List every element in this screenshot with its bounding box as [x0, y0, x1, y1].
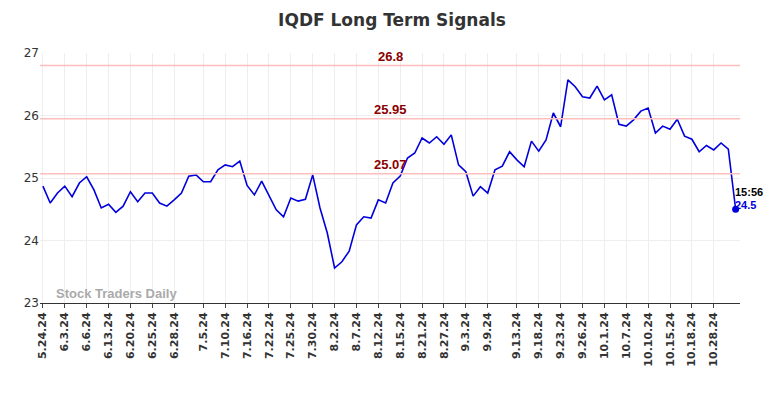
- svg-text:6.20.24: 6.20.24: [124, 312, 137, 359]
- svg-text:10.28.24: 10.28.24: [707, 312, 720, 367]
- svg-text:25.95: 25.95: [374, 102, 407, 117]
- svg-text:8.12.24: 8.12.24: [372, 312, 385, 359]
- svg-text:7.16.24: 7.16.24: [241, 312, 254, 359]
- svg-text:10.7.24: 10.7.24: [620, 312, 633, 359]
- svg-text:25.07: 25.07: [374, 157, 407, 172]
- svg-text:10.18.24: 10.18.24: [685, 312, 698, 367]
- svg-text:7.5.24: 7.5.24: [197, 312, 210, 351]
- svg-text:IQDF Long Term Signals: IQDF Long Term Signals: [278, 10, 506, 30]
- svg-text:6.3.24: 6.3.24: [58, 312, 71, 351]
- svg-text:5.24.24: 5.24.24: [36, 312, 49, 359]
- svg-text:10.10.24: 10.10.24: [642, 312, 655, 367]
- svg-text:23: 23: [24, 296, 39, 310]
- svg-text:Stock Traders Daily: Stock Traders Daily: [56, 286, 177, 301]
- svg-text:7.22.24: 7.22.24: [263, 312, 276, 359]
- svg-text:9.26.24: 9.26.24: [576, 312, 589, 359]
- svg-text:8.27.24: 8.27.24: [438, 312, 451, 359]
- svg-text:7.30.24: 7.30.24: [306, 312, 319, 359]
- svg-text:6.13.24: 6.13.24: [102, 312, 115, 359]
- svg-text:9.18.24: 9.18.24: [532, 312, 545, 359]
- svg-text:10.1.24: 10.1.24: [598, 312, 611, 359]
- svg-text:8.21.24: 8.21.24: [416, 312, 429, 359]
- svg-text:6.6.24: 6.6.24: [80, 312, 93, 351]
- svg-text:8.15.24: 8.15.24: [394, 312, 407, 359]
- svg-text:9.3.24: 9.3.24: [459, 312, 472, 351]
- svg-text:6.28.24: 6.28.24: [168, 312, 181, 359]
- svg-text:24.5: 24.5: [735, 199, 756, 211]
- svg-text:9.13.24: 9.13.24: [510, 312, 523, 359]
- svg-text:27: 27: [24, 46, 39, 60]
- svg-text:26.8: 26.8: [378, 49, 403, 64]
- svg-text:8.7.24: 8.7.24: [350, 312, 363, 351]
- svg-text:8.2.24: 8.2.24: [328, 312, 341, 351]
- svg-text:24: 24: [24, 234, 39, 248]
- svg-text:10.15.24: 10.15.24: [664, 312, 677, 367]
- svg-text:26: 26: [24, 109, 39, 123]
- svg-text:9.9.24: 9.9.24: [481, 312, 494, 351]
- svg-text:15:56: 15:56: [735, 186, 763, 198]
- svg-text:7.10.24: 7.10.24: [219, 312, 232, 359]
- svg-text:7.25.24: 7.25.24: [284, 312, 297, 359]
- svg-text:9.23.24: 9.23.24: [554, 312, 567, 359]
- svg-text:25: 25: [24, 171, 39, 185]
- svg-text:6.25.24: 6.25.24: [146, 312, 159, 359]
